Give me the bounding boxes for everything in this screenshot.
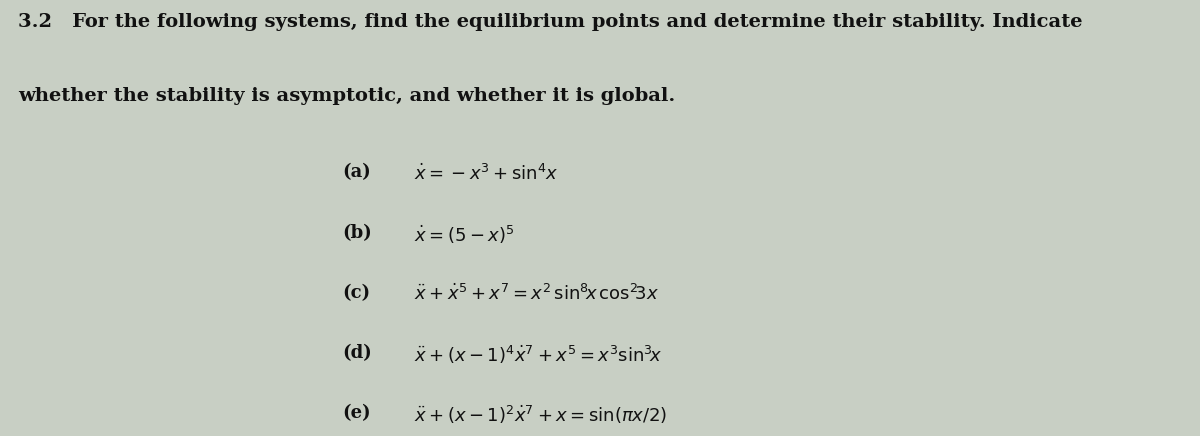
Text: (b): (b): [342, 224, 372, 242]
Text: (d): (d): [342, 344, 372, 362]
Text: whether the stability is asymptotic, and whether it is global.: whether the stability is asymptotic, and…: [18, 87, 676, 105]
Text: $\ddot{x}+(x-1)^2\dot{x}^7+x=\mathrm{sin}(\pi x/2)$: $\ddot{x}+(x-1)^2\dot{x}^7+x=\mathrm{sin…: [414, 404, 667, 426]
Text: 3.2   For the following systems, find the equilibrium points and determine their: 3.2 For the following systems, find the …: [18, 13, 1082, 31]
Text: (e): (e): [342, 404, 371, 422]
Text: (a): (a): [342, 164, 371, 181]
Text: $\ddot{x}+(x-1)^4\dot{x}^7+x^5=x^3\mathrm{sin}^3\!x$: $\ddot{x}+(x-1)^4\dot{x}^7+x^5=x^3\mathr…: [414, 344, 662, 366]
Text: $\dot{x}=-x^3+\mathrm{sin}^4x$: $\dot{x}=-x^3+\mathrm{sin}^4x$: [414, 164, 559, 184]
Text: $\dot{x}=(5-x)^5$: $\dot{x}=(5-x)^5$: [414, 224, 515, 246]
Text: $\ddot{x}+\dot{x}^5+x^7=x^2\,\mathrm{sin}^8\!x\,\mathrm{cos}^2\!3x$: $\ddot{x}+\dot{x}^5+x^7=x^2\,\mathrm{sin…: [414, 284, 659, 304]
Text: (c): (c): [342, 284, 370, 302]
